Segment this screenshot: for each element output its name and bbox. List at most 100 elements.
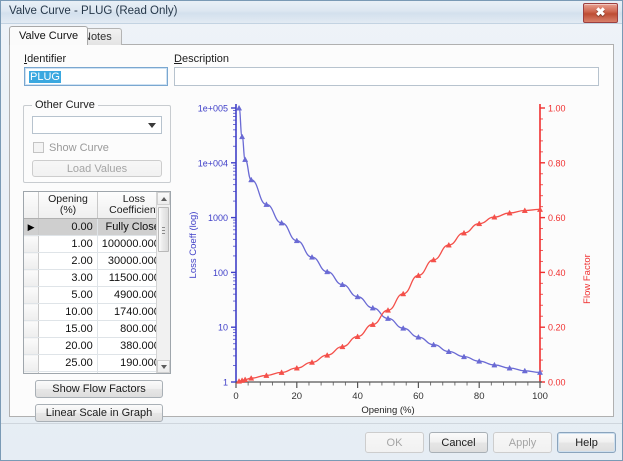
loss-coefficient-marker	[384, 315, 392, 321]
cell-opening[interactable]: 1.00	[38, 235, 98, 253]
cell-loss-coefficient[interactable]: 380.0000	[97, 337, 170, 355]
flow-factor-marker	[491, 213, 498, 220]
row-marker[interactable]	[24, 320, 40, 338]
flow-factor-marker	[445, 241, 452, 248]
cell-loss-coefficient[interactable]: 100000.0000	[97, 235, 170, 253]
row-marker[interactable]	[24, 354, 40, 372]
window-title: Valve Curve - PLUG (Read Only)	[9, 5, 178, 17]
table-row[interactable]: 15.00 800.0000	[24, 320, 170, 338]
table-body: ▶ 0.00 Fully Closed 1.00 100000.0000 2.00 3000…	[24, 218, 170, 373]
ok-button[interactable]: OK	[365, 432, 424, 453]
show-flow-factors-button[interactable]: Show Flow Factors	[35, 380, 163, 398]
opening-header-line2: (%)	[59, 204, 77, 216]
tab-page-valve-curve: Identifier PLUG Description Other Curve …	[9, 44, 614, 422]
row-marker[interactable]	[24, 252, 40, 270]
cell-opening[interactable]: 0.00	[38, 218, 98, 236]
cell-opening[interactable]: 20.00	[38, 337, 98, 355]
loss-coefficient-marker	[236, 104, 243, 111]
table-header-opening[interactable]: Opening (%)	[38, 192, 98, 219]
flow-factor-marker	[263, 372, 270, 378]
cell-loss-coefficient[interactable]: 4900.0000	[97, 286, 170, 304]
flow-factor-marker	[324, 352, 331, 358]
cell-opening[interactable]: 10.00	[38, 303, 98, 321]
cancel-button[interactable]: Cancel	[429, 432, 488, 453]
cell-loss-coefficient[interactable]: 11500.0000	[97, 269, 170, 287]
row-marker[interactable]	[24, 286, 40, 304]
right-axis-tick-label: 1.00	[548, 104, 566, 114]
table-row[interactable]: 3.00 11500.0000	[24, 269, 170, 287]
x-axis-tick-label: 40	[352, 391, 363, 402]
loss-header-line1: Loss	[122, 193, 145, 205]
other-curve-group: Other Curve Show Curve Load Values	[23, 99, 171, 183]
apply-button[interactable]: Apply	[493, 432, 552, 453]
table-vertical-scrollbar[interactable]	[156, 192, 170, 373]
cell-opening[interactable]: 25.00	[38, 354, 98, 372]
loss-coefficient-marker	[369, 304, 376, 311]
left-axis-tick-label: 100	[213, 268, 228, 278]
footer-divider	[1, 423, 622, 424]
loss-coefficient-marker	[491, 361, 498, 368]
table-row[interactable]: ▶ 0.00 Fully Closed	[24, 218, 170, 236]
description-label: Description	[174, 53, 230, 65]
linear-scale-in-graph-button[interactable]: Linear Scale in Graph	[35, 404, 163, 422]
flow-factor-marker	[536, 206, 544, 212]
row-marker[interactable]: ▶	[24, 218, 40, 236]
scrollbar-thumb[interactable]	[158, 207, 169, 252]
other-curve-title: Other Curve	[32, 99, 98, 111]
right-axis-tick-label: 0.20	[548, 323, 566, 333]
table-row[interactable]: 5.00 4900.0000	[24, 286, 170, 304]
help-button[interactable]: Help	[557, 432, 616, 453]
cell-loss-coefficient[interactable]: 800.0000	[97, 320, 170, 338]
grip-icon	[162, 226, 165, 234]
other-curve-combo[interactable]	[32, 116, 162, 134]
cell-loss-coefficient[interactable]: Fully Closed	[97, 218, 170, 236]
flow-factor-marker	[415, 272, 422, 278]
scroll-up-button[interactable]	[157, 192, 170, 205]
identifier-input[interactable]: PLUG	[24, 67, 168, 86]
cell-loss-coefficient[interactable]: 30000.0000	[97, 252, 170, 270]
cell-loss-coefficient[interactable]: 103.0000	[97, 371, 170, 373]
table-row[interactable]: 30.00103.0000	[24, 371, 170, 373]
scroll-down-button[interactable]	[157, 360, 170, 373]
load-values-button[interactable]: Load Values	[32, 160, 162, 177]
checkbox-icon[interactable]	[33, 142, 44, 153]
right-axis-tick-label: 0.00	[548, 378, 566, 388]
cell-opening[interactable]: 15.00	[38, 320, 98, 338]
valve-curve-table[interactable]: Opening (%) Loss Coefficient ▶ 0.00 Fully …	[23, 191, 171, 374]
row-marker[interactable]	[24, 235, 40, 253]
tab-valve-curve[interactable]: Valve Curve	[9, 26, 89, 45]
row-marker[interactable]	[24, 371, 40, 373]
flow-factor-marker	[460, 229, 468, 236]
description-input[interactable]	[174, 67, 599, 86]
left-axis-tick-label: 1e+005	[198, 104, 228, 114]
caret-up-icon	[160, 196, 167, 201]
table-row[interactable]: 20.00 380.0000	[24, 337, 170, 355]
row-marker[interactable]	[24, 337, 40, 355]
cell-opening[interactable]: 30.00	[38, 371, 98, 373]
table-row[interactable]: 25.00 190.0000	[24, 354, 170, 372]
table-row[interactable]: 10.00 1740.0000	[24, 303, 170, 321]
table-row[interactable]: 1.00 100000.0000	[24, 235, 170, 253]
loss-coefficient-marker	[445, 348, 452, 354]
cell-opening[interactable]: 5.00	[38, 286, 98, 304]
row-marker[interactable]	[24, 303, 40, 321]
x-axis-tick-label: 60	[413, 391, 424, 402]
cell-opening[interactable]: 2.00	[38, 252, 98, 270]
table-row[interactable]: 2.00 30000.0000	[24, 252, 170, 270]
cell-loss-coefficient[interactable]: 190.0000	[97, 354, 170, 372]
cell-loss-coefficient[interactable]: 1740.0000	[97, 303, 170, 321]
chevron-down-icon	[148, 123, 156, 128]
flow-factor-marker	[293, 364, 300, 371]
loss-coefficient-marker	[476, 358, 483, 364]
flow-factor-marker	[278, 369, 285, 375]
right-axis-tick-label: 0.80	[548, 158, 566, 168]
flow-factor-marker	[400, 290, 407, 297]
row-marker[interactable]	[24, 269, 40, 287]
close-button[interactable]: ✖	[583, 3, 618, 23]
show-curve-checkbox-row[interactable]: Show Curve	[33, 142, 109, 154]
cell-opening[interactable]: 3.00	[38, 269, 98, 287]
left-axis-tick-label: 1e+004	[198, 158, 228, 168]
x-axis-tick-label: 20	[292, 391, 303, 402]
